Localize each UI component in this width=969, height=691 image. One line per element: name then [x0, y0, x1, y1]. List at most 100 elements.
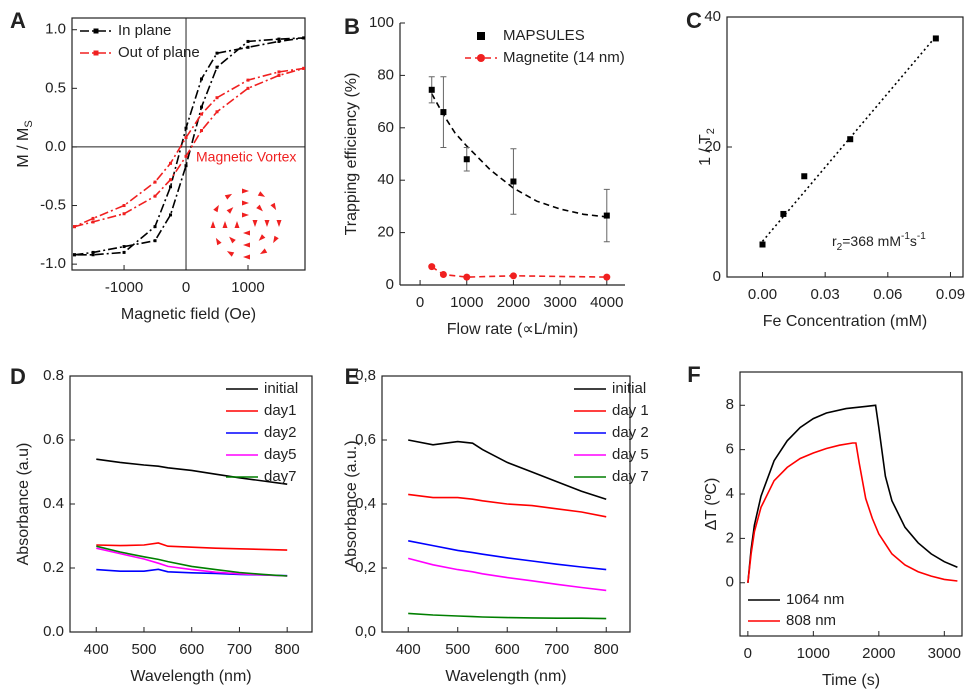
trend-line — [431, 93, 607, 218]
marker — [184, 164, 188, 168]
x-tick-label: 400 — [84, 641, 109, 658]
x-tick-label: 800 — [594, 641, 619, 658]
marker — [184, 154, 188, 158]
marker — [169, 185, 173, 189]
y-axis-label-main: Trapping efficiency (%) — [343, 73, 360, 236]
x-tick-label: 2000 — [497, 294, 530, 311]
series-line — [408, 439, 607, 500]
annotation-part: r — [832, 233, 837, 249]
y-tick-label: 0,2 — [355, 559, 376, 576]
y-tick-label: -0.5 — [40, 197, 66, 214]
x-tick-label: 0 — [182, 279, 190, 296]
y-axis-label-main: Absorbance (a.u) — [15, 443, 32, 566]
vortex-arrow — [258, 234, 266, 241]
marker — [215, 65, 219, 69]
legend-label: Magnetite (14 nm) — [503, 49, 625, 66]
marker — [215, 110, 219, 114]
x-tick-label: 500 — [131, 641, 156, 658]
x-tick-label: 800 — [275, 641, 300, 658]
marker — [184, 136, 188, 140]
legend-label: initial — [264, 380, 298, 397]
marker — [122, 204, 126, 208]
legend-label: day 1 — [612, 402, 649, 419]
series-line — [408, 493, 607, 518]
annotation-part: s — [910, 233, 917, 249]
marker — [277, 37, 281, 41]
marker — [153, 194, 157, 198]
panel-label: B — [344, 14, 360, 39]
marker — [847, 136, 854, 143]
marker — [153, 225, 157, 229]
series-line — [74, 37, 304, 256]
x-axis-label: Time (s) — [822, 672, 880, 689]
marker — [91, 220, 95, 224]
vortex-arrow — [210, 221, 216, 228]
legend-label: day 7 — [612, 468, 649, 485]
y-axis-label: 1 / T2 — [697, 128, 717, 166]
series-line — [408, 612, 607, 620]
y-tick-label: 0,0 — [355, 623, 376, 640]
marker — [122, 250, 126, 254]
marker — [153, 180, 157, 184]
plot-frame — [739, 371, 963, 637]
y-tick-label: 0 — [713, 268, 721, 285]
panel-label: C — [686, 8, 702, 33]
y-tick-label: 8 — [726, 396, 734, 413]
y-tick-label: 100 — [369, 14, 394, 31]
marker — [509, 272, 517, 280]
x-tick-label: 1000 — [797, 645, 830, 662]
legend-label: initial — [612, 380, 646, 397]
legend-marker — [477, 54, 485, 62]
series-line — [747, 442, 958, 583]
x-tick-label: 1000 — [450, 294, 483, 311]
annotation-part: -1 — [901, 231, 910, 242]
legend-label: day5 — [264, 446, 297, 463]
series-line — [747, 404, 958, 583]
y-tick-label: 40 — [377, 171, 394, 188]
legend-label: day1 — [264, 402, 297, 419]
x-tick-label: 400 — [396, 641, 421, 658]
y-tick-label: 0,8 — [355, 367, 376, 384]
x-tick-label: 500 — [445, 641, 470, 658]
annotation: Magnetic Vortex — [196, 149, 296, 165]
y-axis-label-main: Absorbance (a.u.) — [343, 440, 360, 567]
vortex-arrow — [243, 254, 250, 260]
series-line — [96, 547, 288, 577]
vortex-arrow — [270, 202, 277, 211]
legend-marker — [93, 28, 99, 34]
panel-label: D — [10, 364, 26, 389]
vortex-arrow — [264, 220, 270, 227]
marker — [246, 45, 250, 49]
marker — [153, 239, 157, 243]
x-axis-label: Magnetic field (Oe) — [121, 306, 256, 323]
x-axis-label: Wavelength (nm) — [445, 668, 566, 685]
marker — [801, 173, 808, 180]
y-axis-label-main: 1 / T — [697, 134, 714, 166]
marker — [439, 271, 447, 279]
marker — [246, 78, 250, 82]
vortex-arrow — [242, 188, 249, 194]
y-axis-label-sub: S — [23, 120, 35, 127]
y-axis-label: M / MS — [15, 120, 35, 167]
y-tick-label: 60 — [377, 119, 394, 136]
legend-marker — [93, 50, 99, 56]
vortex-arrow — [243, 230, 250, 236]
marker — [215, 96, 219, 100]
marker — [463, 156, 470, 163]
x-axis-label: Wavelength (nm) — [130, 668, 251, 685]
marker — [122, 245, 126, 249]
y-tick-label: 0,6 — [355, 431, 376, 448]
y-tick-label: 20 — [704, 138, 721, 155]
y-tick-label: 0.6 — [43, 431, 64, 448]
plot-area — [96, 458, 288, 577]
vortex-arrow — [226, 251, 235, 257]
vortex-arrow — [222, 221, 228, 228]
y-tick-label: 0.0 — [45, 138, 66, 155]
legend-label: 808 nm — [786, 612, 836, 629]
marker — [603, 273, 611, 281]
x-axis-label: Flow rate (∝L/min) — [447, 321, 578, 338]
marker — [603, 212, 610, 219]
marker — [169, 178, 173, 182]
y-tick-label: 0.5 — [45, 79, 66, 96]
